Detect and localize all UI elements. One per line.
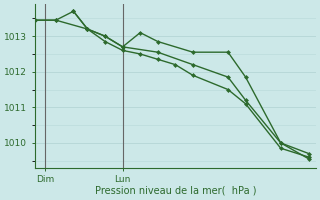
X-axis label: Pression niveau de la mer(  hPa ): Pression niveau de la mer( hPa ) xyxy=(95,186,256,196)
